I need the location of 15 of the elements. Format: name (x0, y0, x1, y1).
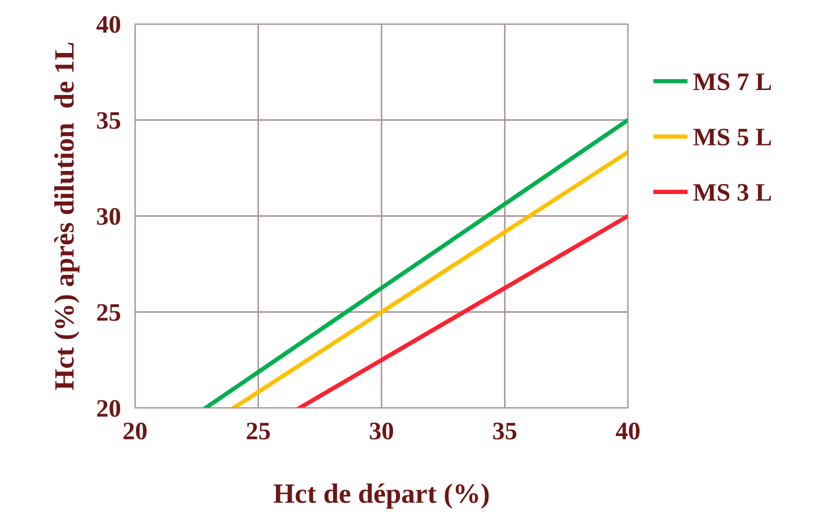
x-axis-title: Hct de départ (%) (274, 483, 489, 509)
x-tick-label: 30 (370, 422, 394, 440)
legend-label: MS 7 L (693, 73, 772, 90)
y-tick-label: 25 (97, 304, 120, 321)
x-tick-label: 40 (616, 422, 640, 440)
y-tick-label: 30 (97, 208, 120, 225)
legend-label: MS 5 L (693, 128, 772, 146)
y-tick-label: 35 (97, 112, 120, 129)
x-tick-label: 20 (124, 422, 147, 440)
y-tick-label: 40 (96, 16, 120, 33)
y-axis-title: Hct (%) après dilution de 1L (54, 42, 80, 390)
x-tick-label: 25 (246, 422, 270, 440)
y-tick-label: 20 (97, 400, 120, 417)
x-tick-label: 35 (493, 422, 516, 440)
legend-label: MS 3 L (693, 184, 772, 201)
